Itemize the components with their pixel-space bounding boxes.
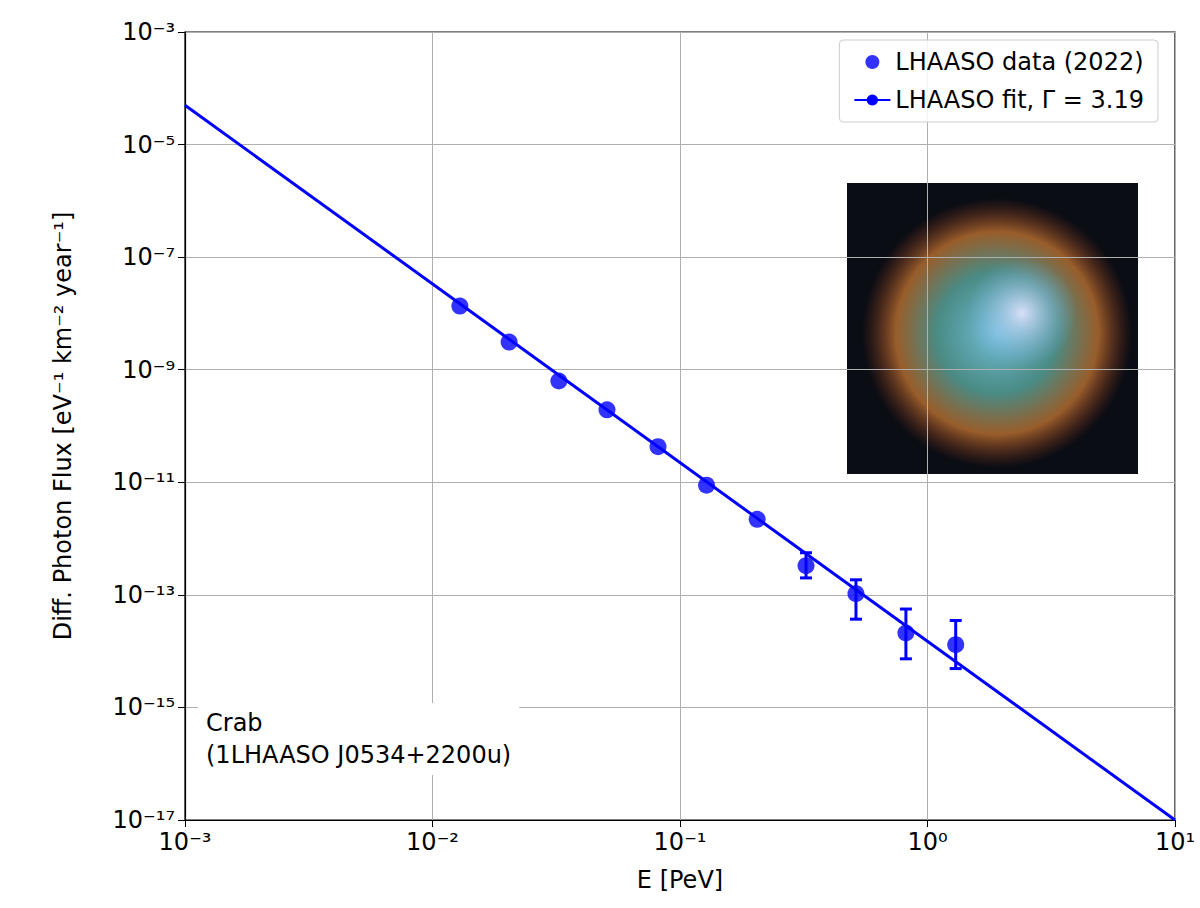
svg-text:(1LHAASO J0534+2200u): (1LHAASO J0534+2200u) [206,741,511,769]
svg-text:E [PeV]: E [PeV] [637,866,723,894]
svg-text:10⁻³: 10⁻³ [122,18,175,46]
svg-text:10¹: 10¹ [1155,828,1195,856]
svg-text:10⁻¹⁷: 10⁻¹⁷ [112,806,175,834]
svg-text:Diff. Photon Flux [eV⁻¹ km⁻² y: Diff. Photon Flux [eV⁻¹ km⁻² year⁻¹] [49,212,77,641]
svg-text:10⁻²: 10⁻² [406,828,459,856]
svg-text:10⁻¹³: 10⁻¹³ [113,581,175,609]
svg-text:10⁻⁵: 10⁻⁵ [122,131,175,159]
svg-text:LHAASO data (2022): LHAASO data (2022) [895,48,1143,76]
svg-text:10⁰: 10⁰ [907,828,947,856]
svg-text:Crab: Crab [206,709,263,737]
svg-text:LHAASO fit, Γ = 3.19: LHAASO fit, Γ = 3.19 [895,86,1144,114]
svg-text:10⁻¹: 10⁻¹ [654,828,707,856]
svg-text:10⁻¹⁵: 10⁻¹⁵ [113,693,175,721]
svg-text:10⁻⁷: 10⁻⁷ [122,243,175,271]
svg-text:10⁻⁹: 10⁻⁹ [122,356,175,384]
svg-text:10⁻¹¹: 10⁻¹¹ [113,468,175,496]
svg-text:10⁻³: 10⁻³ [159,828,212,856]
